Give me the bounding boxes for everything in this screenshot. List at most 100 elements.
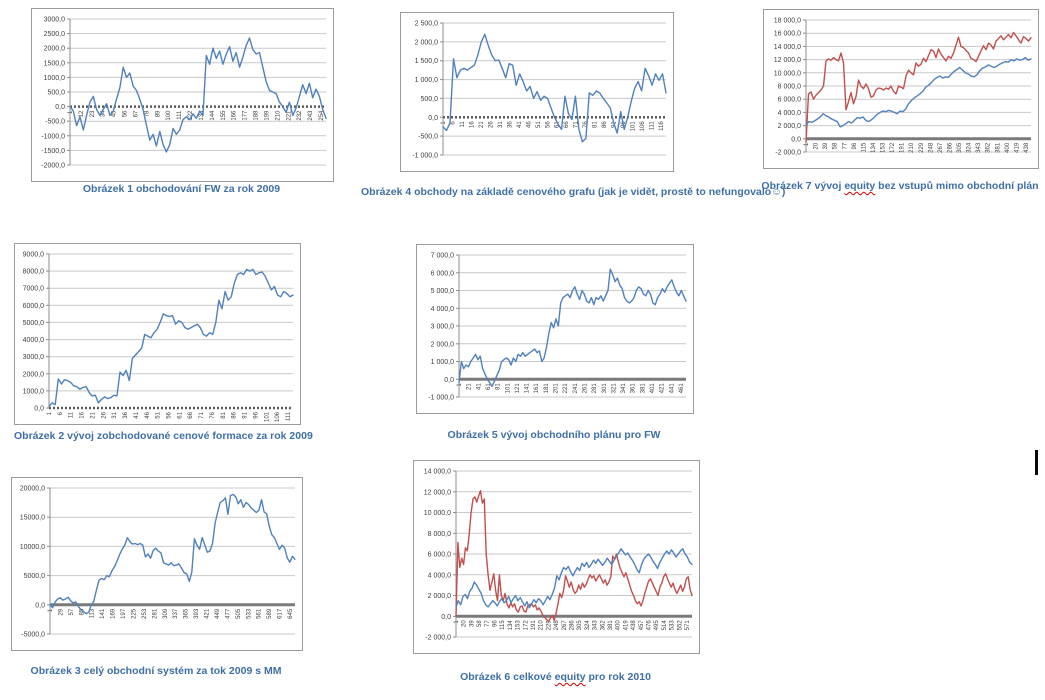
svg-text:210: 210 bbox=[275, 110, 281, 121]
chart-obrazek-7: 18 000,0 16 000,0 14 000,0 12 000,0 10 000,0… bbox=[763, 9, 1039, 169]
svg-text:66: 66 bbox=[188, 411, 194, 418]
svg-text:89: 89 bbox=[155, 110, 161, 117]
svg-text:221: 221 bbox=[286, 110, 292, 121]
svg-text:401: 401 bbox=[650, 383, 656, 394]
svg-text:26: 26 bbox=[488, 121, 494, 128]
svg-text:0,0: 0,0 bbox=[428, 115, 438, 122]
svg-text:36: 36 bbox=[123, 411, 129, 418]
svg-text:361: 361 bbox=[631, 383, 637, 394]
svg-text:4 000,0: 4 000,0 bbox=[428, 572, 451, 579]
svg-text:57: 57 bbox=[69, 608, 75, 615]
chart-obrazek-2-plot-area: 9000,0 8000,0 7000,0 6000,0 5000,0 4000,0 3000… bbox=[15, 244, 300, 424]
svg-text:476: 476 bbox=[647, 620, 653, 631]
svg-text:210: 210 bbox=[909, 142, 915, 153]
svg-text:210: 210 bbox=[539, 620, 545, 631]
svg-text:281: 281 bbox=[152, 608, 158, 619]
svg-text:0,0: 0,0 bbox=[441, 614, 451, 621]
svg-text:324: 324 bbox=[585, 620, 591, 631]
svg-text:571: 571 bbox=[685, 620, 691, 631]
svg-text:100: 100 bbox=[166, 110, 172, 121]
svg-text:21: 21 bbox=[467, 383, 473, 390]
svg-text:77: 77 bbox=[485, 620, 491, 627]
svg-text:56: 56 bbox=[545, 121, 551, 128]
svg-text:111: 111 bbox=[650, 121, 656, 131]
svg-text:181: 181 bbox=[544, 383, 550, 394]
svg-text:362: 362 bbox=[600, 620, 606, 631]
chart-obrazek-7-plot-area: 18 000,0 16 000,0 14 000,0 12 000,0 10 000,0… bbox=[764, 10, 1038, 168]
chart-obrazek-4-plot-area: 2 500,0 2 000,0 1 500,0 1 000,0 500,0 0,0 -500… bbox=[401, 13, 673, 171]
svg-text:301: 301 bbox=[602, 383, 608, 394]
chart-obrazek-4: 2 500,0 2 000,0 1 500,0 1 000,0 500,0 0,0 -500… bbox=[400, 12, 674, 172]
svg-text:18 000,0: 18 000,0 bbox=[774, 18, 801, 25]
svg-text:153: 153 bbox=[881, 142, 887, 153]
svg-text:381: 381 bbox=[995, 142, 1001, 153]
svg-text:191: 191 bbox=[531, 620, 537, 631]
svg-text:191: 191 bbox=[900, 142, 906, 153]
svg-text:-1500,0: -1500,0 bbox=[41, 148, 65, 155]
svg-text:116: 116 bbox=[659, 121, 665, 131]
svg-text:101: 101 bbox=[264, 411, 270, 422]
svg-text:61: 61 bbox=[486, 383, 492, 390]
svg-text:96: 96 bbox=[253, 411, 259, 418]
svg-text:76: 76 bbox=[210, 411, 216, 418]
svg-text:221: 221 bbox=[563, 383, 569, 394]
svg-text:106: 106 bbox=[275, 411, 281, 422]
svg-text:1000,0: 1000,0 bbox=[44, 75, 66, 82]
svg-text:61: 61 bbox=[177, 411, 183, 418]
svg-text:645: 645 bbox=[288, 608, 294, 619]
svg-text:6: 6 bbox=[451, 121, 457, 125]
svg-text:225: 225 bbox=[132, 608, 138, 619]
svg-text:86: 86 bbox=[232, 411, 238, 418]
svg-text:31: 31 bbox=[112, 411, 118, 418]
svg-text:381: 381 bbox=[640, 383, 646, 394]
svg-text:-1000,0: -1000,0 bbox=[41, 133, 65, 140]
svg-text:20: 20 bbox=[814, 142, 820, 149]
svg-text:229: 229 bbox=[546, 620, 552, 631]
svg-text:533: 533 bbox=[670, 620, 676, 631]
svg-text:29: 29 bbox=[58, 608, 64, 615]
svg-text:6 000,0: 6 000,0 bbox=[778, 97, 801, 104]
svg-text:505: 505 bbox=[236, 608, 242, 619]
svg-text:589: 589 bbox=[267, 608, 273, 619]
svg-text:20000,0: 20000,0 bbox=[20, 486, 45, 493]
svg-text:267: 267 bbox=[938, 142, 944, 153]
svg-text:81: 81 bbox=[221, 411, 227, 418]
svg-text:153: 153 bbox=[516, 620, 522, 631]
svg-text:232: 232 bbox=[297, 110, 303, 121]
svg-text:169: 169 bbox=[111, 608, 117, 619]
svg-text:305: 305 bbox=[957, 142, 963, 153]
svg-text:341: 341 bbox=[621, 383, 627, 394]
svg-text:400: 400 bbox=[1005, 142, 1011, 153]
svg-text:8 000,0: 8 000,0 bbox=[778, 84, 801, 91]
svg-text:286: 286 bbox=[948, 142, 954, 153]
svg-text:419: 419 bbox=[623, 620, 629, 631]
svg-text:12 000,0: 12 000,0 bbox=[774, 57, 801, 64]
svg-text:134: 134 bbox=[508, 620, 514, 631]
chart-obrazek-3: 20000,0 15000,0 10000,0 5000,0 0,0 -5000,0 1 29… bbox=[11, 477, 303, 651]
svg-text:51: 51 bbox=[156, 411, 162, 418]
svg-text:337: 337 bbox=[173, 608, 179, 619]
svg-text:241: 241 bbox=[573, 383, 579, 394]
svg-text:248: 248 bbox=[554, 620, 560, 631]
svg-text:6 000,0: 6 000,0 bbox=[431, 270, 454, 277]
svg-text:76: 76 bbox=[583, 121, 589, 128]
svg-text:1: 1 bbox=[68, 110, 74, 114]
svg-text:7 000,0: 7 000,0 bbox=[431, 253, 454, 260]
svg-text:67: 67 bbox=[134, 110, 140, 117]
svg-text:56: 56 bbox=[167, 411, 173, 418]
svg-text:1500,0: 1500,0 bbox=[44, 60, 66, 67]
svg-text:421: 421 bbox=[660, 383, 666, 394]
svg-text:0,0: 0,0 bbox=[35, 602, 45, 609]
svg-text:305: 305 bbox=[577, 620, 583, 631]
svg-text:86: 86 bbox=[602, 121, 608, 128]
svg-text:500,0: 500,0 bbox=[47, 90, 65, 97]
svg-text:5000,0: 5000,0 bbox=[23, 320, 45, 327]
chart-obrazek-1: 3000,0 2500,0 2000,0 1500,0 1000,0 500,0 0,0 -5… bbox=[31, 8, 334, 182]
svg-text:41: 41 bbox=[134, 411, 140, 418]
svg-text:261: 261 bbox=[583, 383, 589, 394]
svg-text:253: 253 bbox=[142, 608, 148, 619]
svg-text:39: 39 bbox=[823, 142, 829, 149]
svg-text:7000,0: 7000,0 bbox=[23, 286, 45, 293]
svg-text:134: 134 bbox=[871, 142, 877, 153]
svg-text:23: 23 bbox=[90, 110, 96, 117]
